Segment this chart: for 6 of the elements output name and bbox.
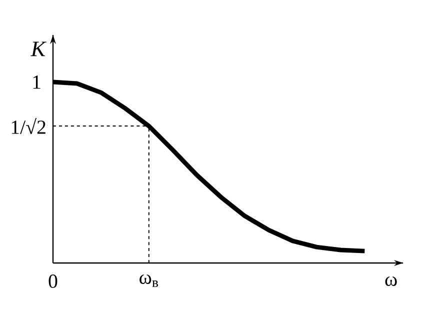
y-axis-title: K [30, 42, 46, 56]
x-tick-label: ω$_{в}$ [140, 274, 158, 287]
x-axis-title: ω [385, 276, 397, 286]
annotation: 1 [33, 75, 40, 89]
x-tick-label: 0 [48, 274, 58, 288]
ref-line-label: 1/√2 [12, 118, 46, 134]
